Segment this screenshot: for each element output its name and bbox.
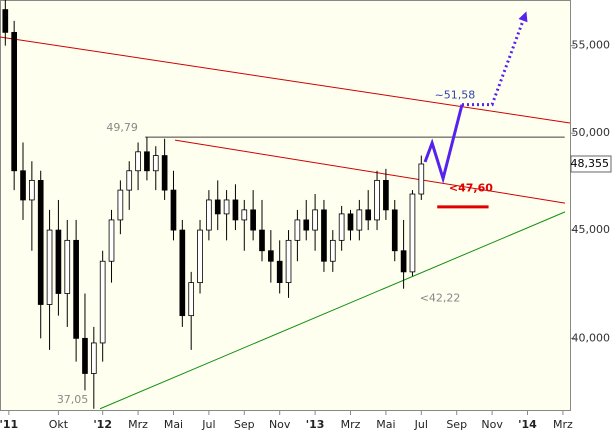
candle-body	[303, 219, 310, 231]
x-tick-label: Nov	[269, 418, 291, 431]
candle-body	[20, 170, 26, 201]
candle-body	[391, 209, 398, 252]
annotation: 37,05	[57, 393, 89, 406]
y-tick-label: 45,000	[572, 223, 611, 236]
candle-body	[294, 219, 301, 241]
x-tick-label: '12	[93, 418, 112, 431]
x-tick-label: Nov	[481, 418, 503, 431]
candle-body	[206, 199, 212, 231]
candle-body	[99, 260, 106, 344]
candle-body	[144, 151, 150, 172]
x-tick-label: Jul	[201, 418, 215, 431]
last-price-box	[570, 155, 612, 173]
annotation: ~51,58	[435, 89, 476, 102]
x-tick-label: Sep	[446, 418, 467, 431]
trend-line	[174, 139, 566, 204]
candle-body	[161, 155, 168, 191]
annotation: <42,22	[420, 292, 461, 305]
x-tick-label: '11	[0, 418, 18, 431]
candle-body	[259, 229, 265, 252]
candle-body	[73, 239, 79, 339]
candle-body	[46, 229, 53, 305]
candle-body	[329, 239, 336, 262]
candle-body	[197, 229, 203, 284]
candle-body	[374, 179, 380, 221]
candle-body	[418, 163, 425, 195]
candle-body	[29, 179, 35, 201]
candle-body	[312, 209, 318, 231]
candle-body	[383, 179, 389, 211]
trend-line	[423, 104, 464, 184]
candle-body	[37, 179, 44, 305]
candle-body	[82, 337, 88, 374]
candle-body	[64, 239, 71, 294]
candle-body	[2, 9, 9, 33]
candle-body	[321, 209, 327, 262]
candle-body	[126, 170, 133, 191]
candle-body	[338, 213, 345, 241]
candle-body	[347, 213, 354, 231]
x-tick-label: Mrz	[553, 418, 573, 431]
x-tick-label: Mrz	[341, 418, 361, 431]
candle-body	[152, 155, 159, 172]
candle-body	[400, 250, 407, 273]
candle-body	[250, 209, 256, 231]
candle-body	[55, 229, 62, 294]
candle-body	[232, 199, 239, 221]
x-tick-label: Sep	[234, 418, 255, 431]
trend-line	[0, 36, 571, 124]
annotation: <47,60	[449, 181, 493, 194]
candle-body	[356, 209, 363, 231]
trend-line	[99, 211, 566, 410]
last-price-label: 48,355	[571, 157, 610, 170]
candle-body	[117, 189, 124, 221]
candle-body	[285, 239, 292, 284]
x-tick-label: Okt	[49, 418, 69, 431]
y-tick-label: 50,000	[572, 126, 611, 139]
candle-body	[11, 31, 17, 172]
x-tick-label: Mai	[164, 418, 183, 431]
candle-body	[223, 199, 230, 215]
arrow-head	[518, 11, 528, 23]
x-tick-label: '14	[518, 418, 537, 431]
annotation: 49,79	[106, 121, 138, 134]
candle-body	[365, 209, 372, 221]
x-tick-label: Mrz	[128, 418, 148, 431]
candle-body	[409, 193, 416, 273]
candle-body	[179, 229, 186, 317]
y-tick-label: 40,000	[572, 331, 611, 344]
candle-body	[268, 250, 274, 262]
candle-body	[170, 189, 177, 231]
x-tick-label: Mai	[376, 418, 395, 431]
candle-body	[276, 260, 283, 284]
trend-line	[462, 14, 527, 107]
candle-body	[188, 282, 195, 317]
candle-body	[108, 219, 115, 262]
candle-body	[241, 209, 248, 221]
y-tick-label: 55,000	[572, 39, 611, 52]
candle-body	[214, 199, 221, 215]
candle-body	[135, 151, 141, 172]
x-tick-label: '13	[306, 418, 325, 431]
candle-body	[90, 342, 97, 374]
x-tick-label: Jul	[414, 418, 428, 431]
